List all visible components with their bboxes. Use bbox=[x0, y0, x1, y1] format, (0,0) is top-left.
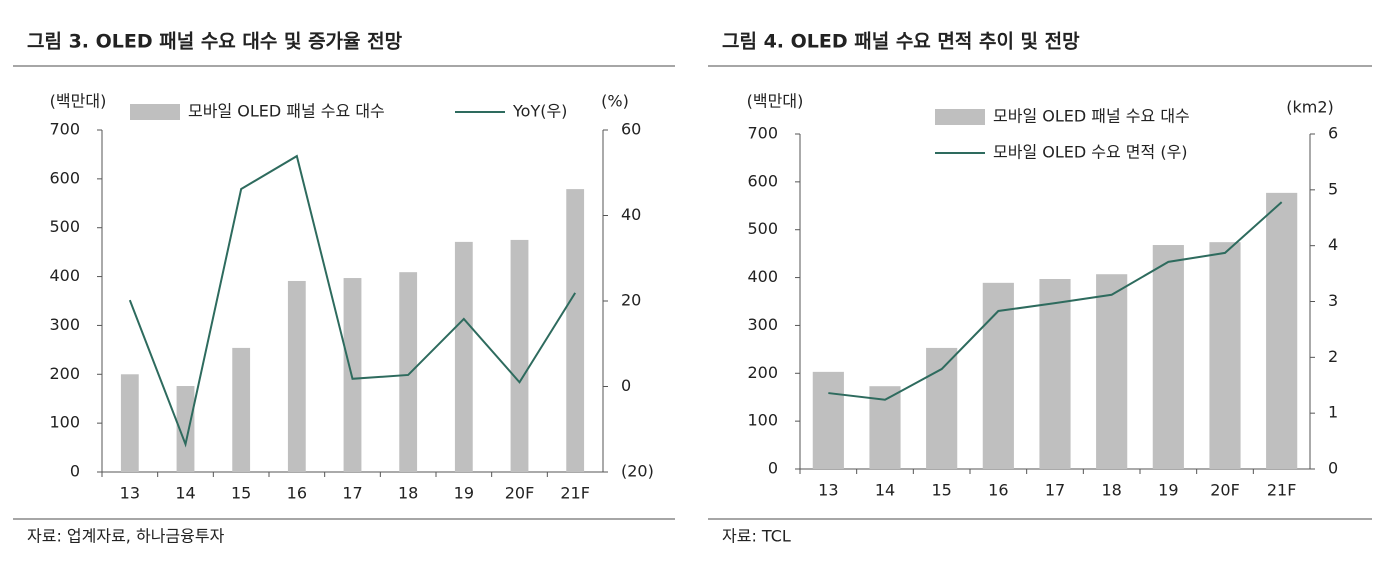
x-tick-label: 14 bbox=[875, 481, 895, 500]
x-tick-label: 13 bbox=[818, 481, 838, 500]
bar bbox=[1039, 279, 1071, 469]
x-tick-label: 17 bbox=[1045, 481, 1065, 500]
bar bbox=[1152, 245, 1184, 469]
bar bbox=[287, 280, 306, 472]
y2-tick-label: (20) bbox=[621, 462, 654, 481]
x-tick-label: 16 bbox=[287, 484, 307, 503]
bar bbox=[566, 189, 585, 473]
x-tick-label: 20F bbox=[1210, 481, 1240, 500]
bar bbox=[1209, 242, 1241, 469]
y-tick-label: 600 bbox=[49, 168, 80, 187]
source: 자료: 업계자료, 하나금융투자 bbox=[27, 527, 225, 546]
legend-label: 모바일 OLED 패널 수요 대수 bbox=[993, 107, 1190, 126]
x-tick-label: 15 bbox=[231, 484, 251, 503]
x-tick-label: 19 bbox=[454, 484, 474, 503]
y2-tick-label: 40 bbox=[621, 205, 641, 224]
y2-tick-label: 3 bbox=[1328, 291, 1338, 310]
source: 자료: TCL bbox=[722, 527, 791, 546]
x-tick-label: 21F bbox=[560, 484, 590, 503]
y2-tick-label: 20 bbox=[621, 291, 641, 310]
bar bbox=[1266, 192, 1298, 469]
y-tick-label: 100 bbox=[747, 411, 778, 430]
bar bbox=[232, 347, 251, 472]
y-tick-label: 0 bbox=[768, 459, 778, 478]
line bbox=[128, 154, 577, 448]
bar bbox=[982, 282, 1014, 469]
y2-tick-label: 0 bbox=[1328, 459, 1338, 478]
y-tick-label: 400 bbox=[747, 267, 778, 286]
y-tick-label: 200 bbox=[49, 364, 80, 383]
x-tick-label: 13 bbox=[120, 484, 140, 503]
x-tick-label: 18 bbox=[398, 484, 418, 503]
y2-tick-label: 6 bbox=[1328, 124, 1338, 143]
y-tick-label: 600 bbox=[747, 171, 778, 190]
y-tick-label: 300 bbox=[49, 315, 80, 334]
y-tick-label: 400 bbox=[49, 266, 80, 285]
legend-swatch bbox=[935, 109, 985, 125]
y-tick-label: 500 bbox=[747, 219, 778, 238]
y2-tick-label: 0 bbox=[621, 376, 631, 395]
y-tick-label: 700 bbox=[49, 120, 80, 139]
y-tick-label: 300 bbox=[747, 315, 778, 334]
y2-unit: (km2) bbox=[1286, 98, 1334, 117]
legend-swatch bbox=[130, 104, 180, 120]
bar bbox=[812, 371, 844, 469]
y2-unit: (%) bbox=[601, 92, 629, 111]
y-tick-label: 100 bbox=[49, 413, 80, 432]
bar bbox=[1096, 274, 1128, 469]
y-unit: (백만대) bbox=[50, 92, 107, 111]
legend-label: YoY(우) bbox=[512, 102, 567, 121]
bar bbox=[926, 347, 958, 469]
bar bbox=[510, 239, 529, 472]
bar bbox=[120, 374, 139, 472]
x-tick-label: 17 bbox=[342, 484, 362, 503]
x-tick-label: 19 bbox=[1158, 481, 1178, 500]
bar bbox=[176, 386, 195, 472]
bar bbox=[454, 241, 473, 472]
y-tick-label: 500 bbox=[49, 217, 80, 236]
x-tick-label: 15 bbox=[931, 481, 951, 500]
x-tick-label: 16 bbox=[988, 481, 1008, 500]
y-tick-label: 0 bbox=[70, 462, 80, 481]
legend-label: 모바일 OLED 패널 수요 대수 bbox=[188, 102, 385, 121]
bar bbox=[399, 272, 418, 472]
line bbox=[828, 201, 1283, 401]
chart-title: 그림 4. OLED 패널 수요 면적 추이 및 전망 bbox=[722, 31, 1080, 53]
x-tick-label: 18 bbox=[1101, 481, 1121, 500]
legend-label: 모바일 OLED 수요 면적 (우) bbox=[993, 143, 1188, 162]
y2-tick-label: 2 bbox=[1328, 347, 1338, 366]
y2-tick-label: 1 bbox=[1328, 403, 1338, 422]
chart-title: 그림 3. OLED 패널 수요 대수 및 증가율 전망 bbox=[27, 31, 403, 53]
y2-tick-label: 5 bbox=[1328, 179, 1338, 198]
y2-tick-label: 60 bbox=[621, 120, 641, 139]
x-tick-label: 14 bbox=[175, 484, 195, 503]
x-tick-label: 20F bbox=[505, 484, 535, 503]
y-tick-label: 700 bbox=[747, 124, 778, 143]
y-tick-label: 200 bbox=[747, 363, 778, 382]
y-unit: (백만대) bbox=[747, 92, 804, 111]
y2-tick-label: 4 bbox=[1328, 235, 1338, 254]
x-tick-label: 21F bbox=[1267, 481, 1297, 500]
